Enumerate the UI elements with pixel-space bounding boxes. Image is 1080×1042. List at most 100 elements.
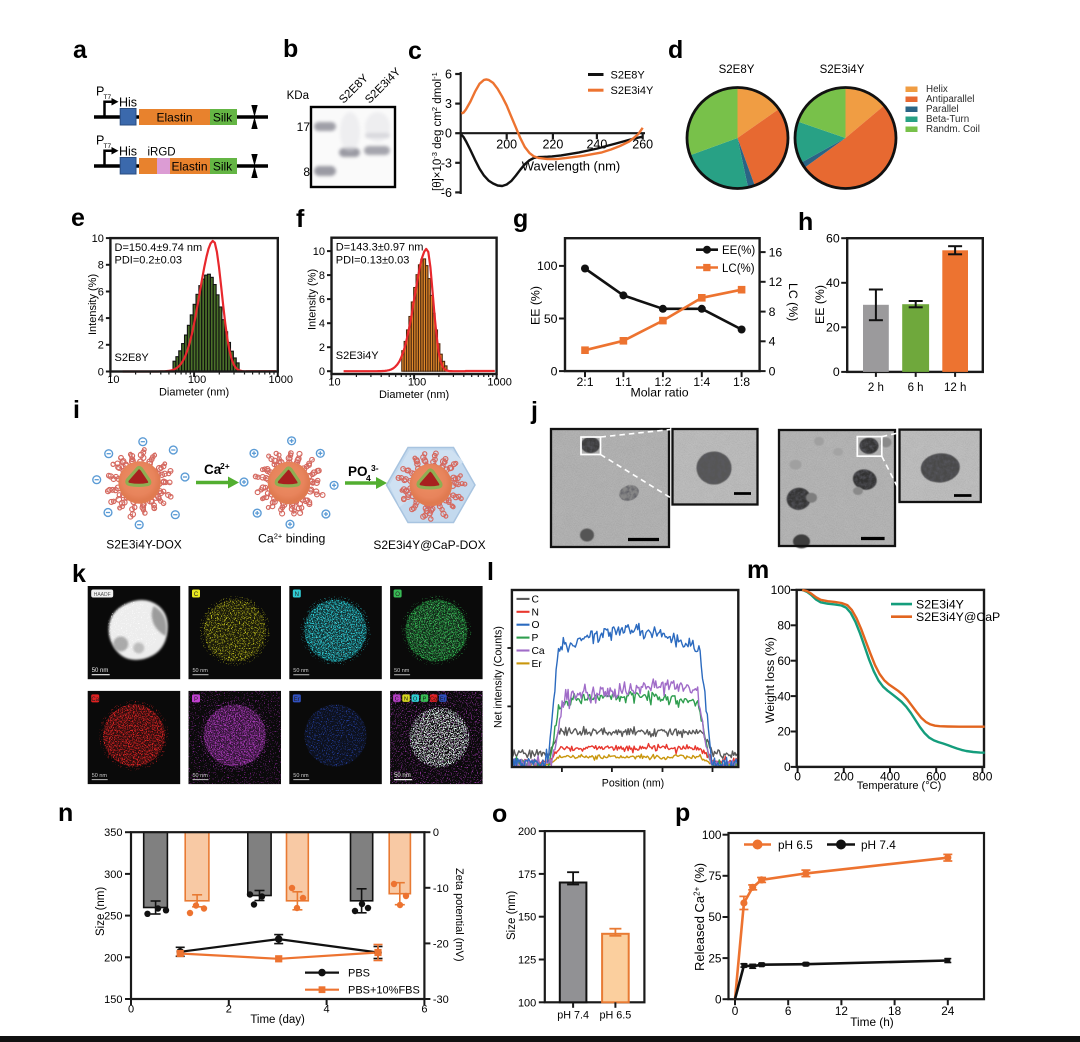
- svg-text:150: 150: [518, 912, 536, 924]
- svg-text:100: 100: [771, 583, 791, 597]
- svg-text:8: 8: [98, 260, 104, 272]
- svg-text:75: 75: [708, 869, 722, 883]
- svg-text:a: a: [73, 36, 88, 64]
- svg-text:260: 260: [632, 138, 653, 152]
- svg-text:PDI=0.13±0.03: PDI=0.13±0.03: [336, 255, 410, 267]
- svg-text:4: 4: [769, 335, 776, 349]
- svg-text:100: 100: [702, 828, 722, 842]
- svg-text:EE (%): EE (%): [529, 286, 543, 325]
- svg-text:100: 100: [537, 259, 558, 273]
- svg-text:[θ]×10-3 deg cm2 dmol-1: [θ]×10-3 deg cm2 dmol-1: [430, 72, 444, 191]
- svg-text:6: 6: [319, 294, 325, 306]
- svg-text:16: 16: [769, 245, 783, 259]
- svg-text:4: 4: [98, 313, 104, 325]
- svg-text:LC (%): LC (%): [786, 283, 800, 321]
- svg-text:Zeta potential (mV): Zeta potential (mV): [453, 868, 465, 962]
- svg-text:Released Ca2+ (%): Released Ca2+ (%): [692, 863, 707, 971]
- svg-text:12 h: 12 h: [944, 382, 966, 394]
- svg-text:PBS+10%FBS: PBS+10%FBS: [348, 985, 420, 997]
- svg-text:Temperature (°C): Temperature (°C): [857, 780, 941, 792]
- svg-text:S2E8Y: S2E8Y: [611, 69, 646, 81]
- svg-text:100: 100: [518, 997, 536, 1009]
- svg-text:S2E3i4Y: S2E3i4Y: [916, 598, 964, 612]
- svg-text:S2E3i4Y@CaP: S2E3i4Y@CaP: [916, 610, 1000, 624]
- svg-text:C: C: [194, 592, 199, 598]
- svg-text:2 h: 2 h: [868, 382, 884, 394]
- svg-text:60: 60: [826, 232, 840, 246]
- svg-text:PO: PO: [348, 464, 368, 479]
- svg-text:n: n: [58, 799, 73, 827]
- svg-text:1:8: 1:8: [733, 375, 750, 389]
- svg-text:C: C: [395, 697, 399, 703]
- svg-text:4: 4: [319, 318, 325, 330]
- svg-text:S2E3i4Y-DOX: S2E3i4Y-DOX: [106, 538, 182, 552]
- svg-text:0: 0: [833, 365, 840, 379]
- svg-text:2:1: 2:1: [576, 375, 593, 389]
- svg-text:Diameter (nm): Diameter (nm): [159, 387, 229, 399]
- svg-text:Diameter (nm): Diameter (nm): [379, 389, 449, 401]
- svg-text:D=143.3±0.97 nm: D=143.3±0.97 nm: [336, 242, 424, 254]
- svg-text:400: 400: [880, 769, 900, 783]
- svg-text:50 nm: 50 nm: [394, 668, 410, 674]
- svg-text:100: 100: [188, 374, 206, 386]
- svg-text:1000: 1000: [269, 374, 293, 386]
- svg-text:2: 2: [98, 340, 104, 352]
- svg-text:P: P: [96, 85, 104, 99]
- svg-text:125: 125: [518, 955, 536, 967]
- svg-text:S2E8Y: S2E8Y: [719, 64, 755, 76]
- svg-text:P: P: [423, 697, 427, 703]
- svg-text:50 nm: 50 nm: [293, 773, 309, 779]
- svg-text:50 nm: 50 nm: [293, 668, 309, 674]
- svg-text:4: 4: [366, 473, 371, 483]
- svg-text:S2E3i4Y@CaP-DOX: S2E3i4Y@CaP-DOX: [373, 538, 485, 552]
- svg-text:0: 0: [445, 127, 452, 141]
- svg-text:-20: -20: [433, 938, 449, 950]
- svg-text:2+: 2+: [220, 461, 230, 471]
- svg-text:C: C: [532, 594, 540, 605]
- svg-text:25: 25: [708, 951, 722, 965]
- svg-text:50 nm: 50 nm: [193, 668, 209, 674]
- svg-text:50 nm: 50 nm: [92, 773, 108, 779]
- svg-text:Antiparallel: Antiparallel: [926, 94, 974, 105]
- svg-text:Size (nm): Size (nm): [95, 887, 107, 936]
- svg-text:i: i: [73, 396, 80, 424]
- svg-text:18: 18: [888, 1004, 902, 1018]
- svg-text:l: l: [487, 558, 494, 586]
- svg-text:KDa: KDa: [287, 90, 310, 102]
- svg-text:2: 2: [226, 1004, 232, 1016]
- svg-text:HAADF: HAADF: [94, 592, 111, 598]
- svg-text:pH 7.4: pH 7.4: [557, 1010, 589, 1022]
- svg-text:m: m: [747, 556, 769, 584]
- svg-text:12: 12: [835, 1004, 848, 1018]
- svg-text:Er: Er: [440, 697, 446, 703]
- svg-text:175: 175: [518, 869, 536, 881]
- svg-text:N: N: [404, 697, 408, 703]
- svg-text:50: 50: [708, 910, 722, 924]
- svg-text:6 h: 6 h: [908, 382, 924, 394]
- svg-text:50 nm: 50 nm: [193, 773, 209, 779]
- svg-text:17: 17: [297, 120, 311, 134]
- svg-text:2: 2: [319, 342, 325, 354]
- svg-text:8: 8: [303, 165, 310, 179]
- svg-text:20: 20: [777, 725, 791, 739]
- svg-text:0: 0: [319, 366, 325, 378]
- svg-text:j: j: [530, 397, 538, 425]
- svg-text:10: 10: [107, 374, 119, 386]
- svg-text:Time (h): Time (h): [850, 1015, 894, 1029]
- svg-text:0: 0: [551, 364, 558, 378]
- svg-text:S2E3i4Y: S2E3i4Y: [820, 64, 865, 76]
- svg-text:EE(%): EE(%): [722, 245, 755, 257]
- svg-text:1:2: 1:2: [654, 375, 671, 389]
- svg-text:-3: -3: [441, 156, 452, 170]
- svg-text:Silk: Silk: [213, 110, 233, 124]
- svg-text:0: 0: [769, 364, 776, 378]
- svg-text:350: 350: [104, 827, 122, 839]
- svg-text:O: O: [532, 620, 540, 631]
- svg-text:pH 6.5: pH 6.5: [599, 1010, 631, 1022]
- svg-text:Er: Er: [532, 659, 543, 670]
- svg-text:200: 200: [518, 826, 536, 838]
- svg-text:k: k: [72, 560, 86, 588]
- svg-text:200: 200: [834, 769, 854, 783]
- svg-text:Parallel: Parallel: [926, 104, 959, 115]
- svg-text:8: 8: [769, 305, 776, 319]
